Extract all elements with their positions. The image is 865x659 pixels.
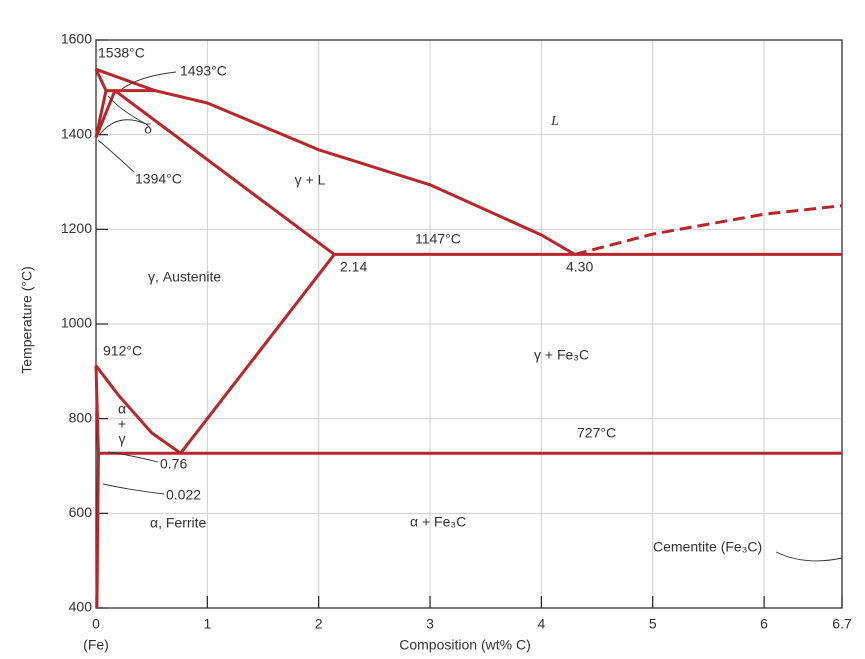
- phase-boundary: [574, 204, 843, 256]
- annotation: α: [118, 401, 126, 417]
- y-tick-label: 1000: [61, 315, 92, 331]
- plot: 400 600 800 1000 1200 1400 1600 0 1 2 3 4 5 6 6.7 1538°…: [61, 31, 852, 632]
- annotation: α, Ferrite: [150, 515, 207, 531]
- annotation: +: [118, 416, 126, 432]
- x-tick-label: 1: [203, 616, 211, 632]
- phase-boundary: [95, 67, 576, 256]
- x-tick-label: 0: [92, 616, 100, 632]
- x-tick-label: 6: [760, 616, 768, 632]
- phase-boundary: [179, 253, 336, 455]
- x-tick-label: 3: [426, 616, 434, 632]
- x-tick-label: 5: [649, 616, 657, 632]
- y-tick-label: 1400: [61, 125, 92, 141]
- leaders: [97, 71, 843, 562]
- y-tick-label: 600: [69, 504, 93, 520]
- annotation: 0.76: [160, 456, 187, 472]
- annotation: 912°C: [103, 343, 142, 359]
- annotation: γ + L: [295, 172, 326, 188]
- y-tick-label: 400: [69, 599, 93, 615]
- y-tick-label: 1600: [61, 31, 92, 47]
- phase-boundary: [94, 365, 100, 454]
- annotation: Cementite (Fe₃C): [653, 539, 762, 555]
- annotation: γ, Austenite: [148, 269, 221, 285]
- annotation: L: [550, 114, 559, 129]
- annotation: 4.30: [566, 259, 593, 275]
- annotation: 1493°C: [180, 63, 227, 79]
- annotation: 1538°C: [98, 45, 145, 61]
- phase-boundary: [114, 89, 336, 256]
- annotation: α + Fe₃C: [410, 514, 466, 530]
- phase-boundary: [94, 364, 182, 455]
- annotation: δ: [144, 121, 152, 137]
- annotation: 1394°C: [135, 171, 182, 187]
- annotation: 0.022: [166, 487, 201, 503]
- annotation: γ + Fe₃C: [534, 347, 589, 363]
- phase-boundary: [94, 68, 108, 92]
- y-axis-label: Temperature (°C): [19, 266, 35, 374]
- annotation: 1147°C: [415, 231, 461, 247]
- y-tick-label: 1200: [61, 220, 92, 236]
- annotation: 2.14: [340, 259, 367, 275]
- x-tick-label: 6.7: [832, 616, 852, 632]
- x-origin-label: (Fe): [83, 637, 109, 653]
- annotation: 727°C: [577, 425, 616, 441]
- annotation: γ: [119, 431, 126, 447]
- plot-frame: [95, 39, 843, 609]
- x-tick-label: 4: [537, 616, 545, 632]
- phase-boundary: [94, 90, 117, 139]
- x-tick-label: 2: [315, 616, 323, 632]
- y-tick-label: 800: [69, 409, 93, 425]
- x-axis-label: Composition (wt% C): [399, 637, 530, 653]
- phase-boundary: [95, 453, 100, 609]
